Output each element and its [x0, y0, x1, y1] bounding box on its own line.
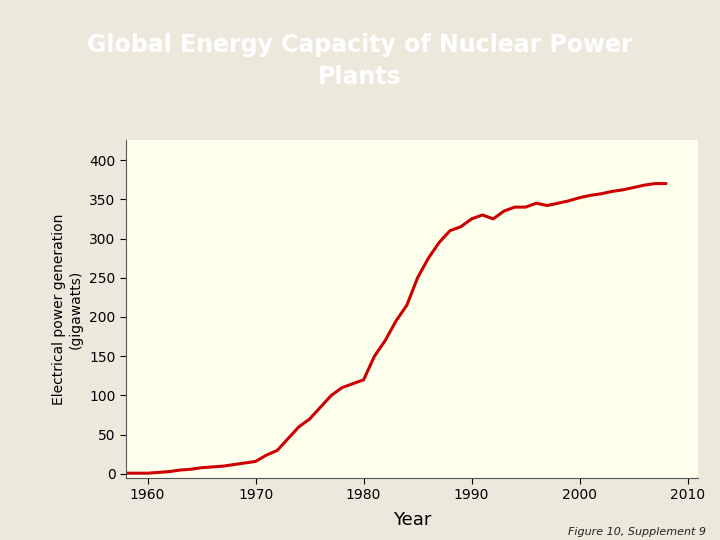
X-axis label: Year: Year — [393, 511, 431, 529]
Y-axis label: Electrical power generation
(gigawatts): Electrical power generation (gigawatts) — [52, 213, 82, 405]
Text: Global Energy Capacity of Nuclear Power
Plants: Global Energy Capacity of Nuclear Power … — [87, 33, 633, 89]
Text: Figure 10, Supplement 9: Figure 10, Supplement 9 — [567, 527, 706, 537]
